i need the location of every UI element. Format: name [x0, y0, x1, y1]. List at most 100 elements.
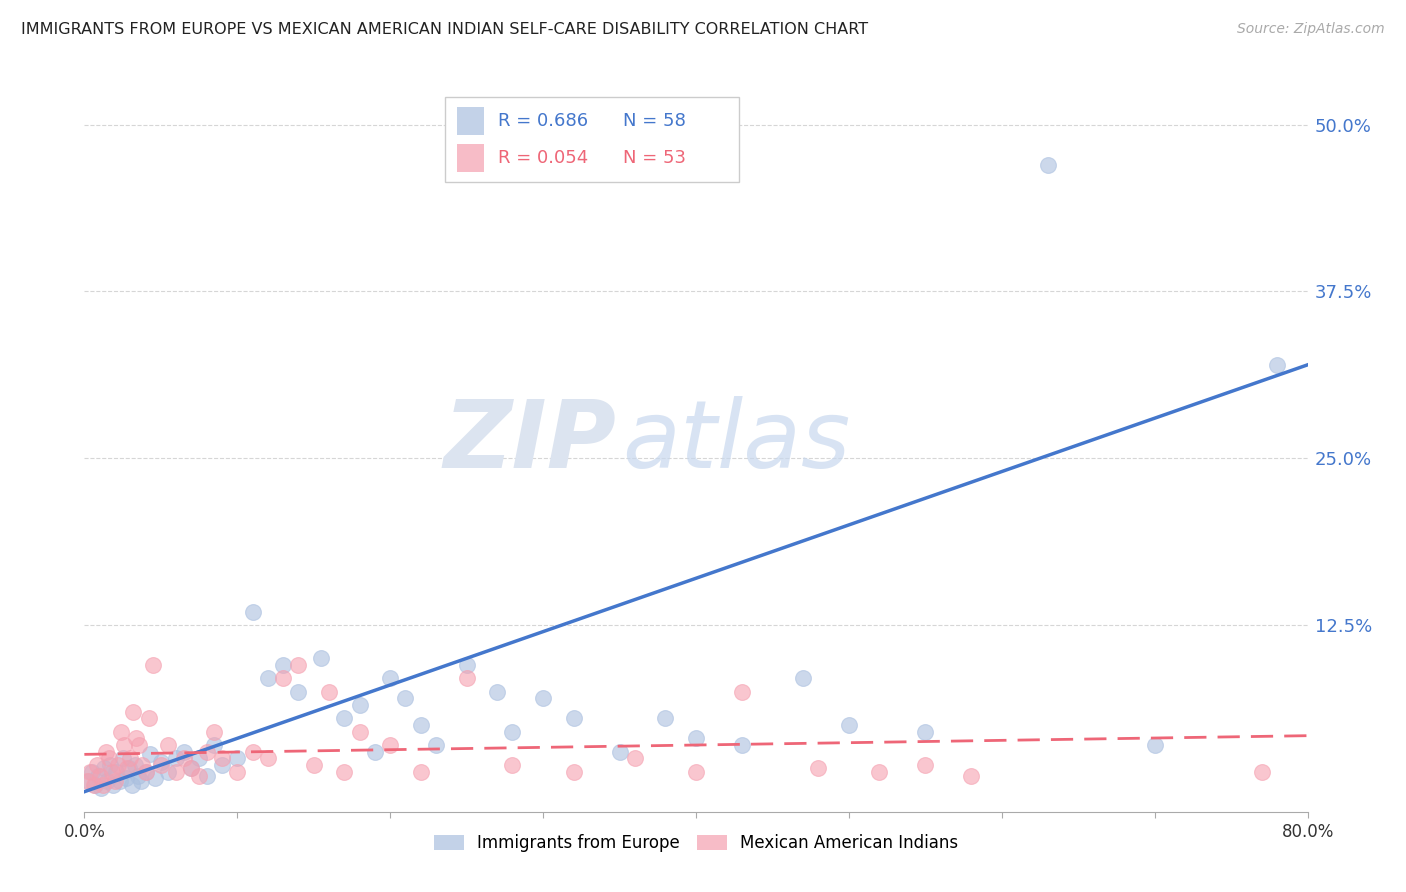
Point — [98, 758, 121, 772]
Point — [121, 778, 143, 792]
Point — [135, 764, 157, 779]
Point — [333, 764, 356, 779]
Point — [242, 745, 264, 759]
Point — [105, 764, 128, 779]
Point — [129, 774, 152, 789]
Point — [685, 764, 707, 779]
Text: R = 0.054: R = 0.054 — [498, 149, 588, 167]
Point — [97, 751, 120, 765]
Point — [118, 761, 141, 775]
Point — [349, 698, 371, 712]
Point — [173, 751, 195, 765]
Point — [486, 684, 509, 698]
Point — [111, 751, 134, 765]
Point — [271, 657, 294, 672]
Point — [103, 778, 125, 792]
Point — [112, 738, 135, 752]
Point — [287, 657, 309, 672]
Point — [142, 657, 165, 672]
Point — [1265, 358, 1288, 372]
Point — [89, 769, 111, 783]
Point — [139, 747, 162, 762]
Point — [93, 761, 115, 775]
Point — [128, 738, 150, 752]
Text: R = 0.686: R = 0.686 — [498, 112, 588, 130]
Point — [807, 761, 830, 775]
Point — [257, 751, 280, 765]
Point — [77, 774, 100, 789]
Point — [409, 764, 432, 779]
Point — [502, 724, 524, 739]
Point — [165, 764, 187, 779]
Point — [654, 711, 676, 725]
Point — [90, 780, 112, 795]
Point — [409, 718, 432, 732]
Point — [188, 751, 211, 765]
Point — [165, 751, 187, 765]
Point — [960, 769, 983, 783]
Text: ZIP: ZIP — [443, 395, 616, 488]
Point — [107, 758, 129, 772]
Point — [302, 758, 325, 772]
FancyBboxPatch shape — [446, 97, 738, 183]
Point — [180, 761, 202, 775]
Point — [531, 691, 554, 706]
Point — [157, 738, 180, 752]
Point — [333, 711, 356, 725]
Point — [869, 764, 891, 779]
Text: N = 58: N = 58 — [623, 112, 686, 130]
Point — [211, 758, 233, 772]
Point — [195, 769, 218, 783]
Text: atlas: atlas — [623, 396, 851, 487]
Point — [609, 745, 631, 759]
Point — [124, 758, 146, 772]
Point — [456, 657, 478, 672]
FancyBboxPatch shape — [457, 144, 484, 172]
Point — [257, 671, 280, 685]
Legend: Immigrants from Europe, Mexican American Indians: Immigrants from Europe, Mexican American… — [427, 828, 965, 859]
Point — [76, 774, 98, 789]
Point — [242, 605, 264, 619]
Point — [122, 705, 145, 719]
Point — [104, 774, 127, 789]
Point — [211, 751, 233, 765]
Point — [101, 764, 124, 779]
Point — [127, 769, 149, 783]
Point — [79, 764, 101, 779]
Text: Source: ZipAtlas.com: Source: ZipAtlas.com — [1237, 22, 1385, 37]
FancyBboxPatch shape — [457, 107, 484, 135]
Point — [149, 758, 172, 772]
Point — [914, 724, 936, 739]
Point — [456, 671, 478, 685]
Point — [380, 671, 402, 685]
Point — [86, 758, 108, 772]
Point — [180, 761, 202, 775]
Point — [202, 738, 225, 752]
Point — [685, 731, 707, 746]
Point — [1036, 158, 1059, 172]
Point — [271, 671, 294, 685]
Point — [425, 738, 447, 752]
Point — [149, 756, 172, 770]
Point — [94, 745, 117, 759]
Point — [96, 774, 118, 789]
Point — [318, 684, 340, 698]
Point — [114, 772, 136, 786]
Point — [364, 745, 387, 759]
Point — [226, 764, 249, 779]
Point — [138, 711, 160, 725]
Point — [731, 738, 754, 752]
Point — [1250, 764, 1272, 779]
Point — [792, 671, 814, 685]
Point — [914, 758, 936, 772]
Point — [131, 758, 153, 772]
Point — [562, 764, 585, 779]
Point — [838, 718, 860, 732]
Point — [80, 764, 103, 779]
Text: IMMIGRANTS FROM EUROPE VS MEXICAN AMERICAN INDIAN SELF-CARE DISABILITY CORRELATI: IMMIGRANTS FROM EUROPE VS MEXICAN AMERIC… — [21, 22, 869, 37]
Point — [157, 764, 180, 779]
Point — [115, 761, 138, 775]
Point — [311, 651, 333, 665]
Point — [380, 738, 402, 752]
Point — [83, 778, 105, 792]
